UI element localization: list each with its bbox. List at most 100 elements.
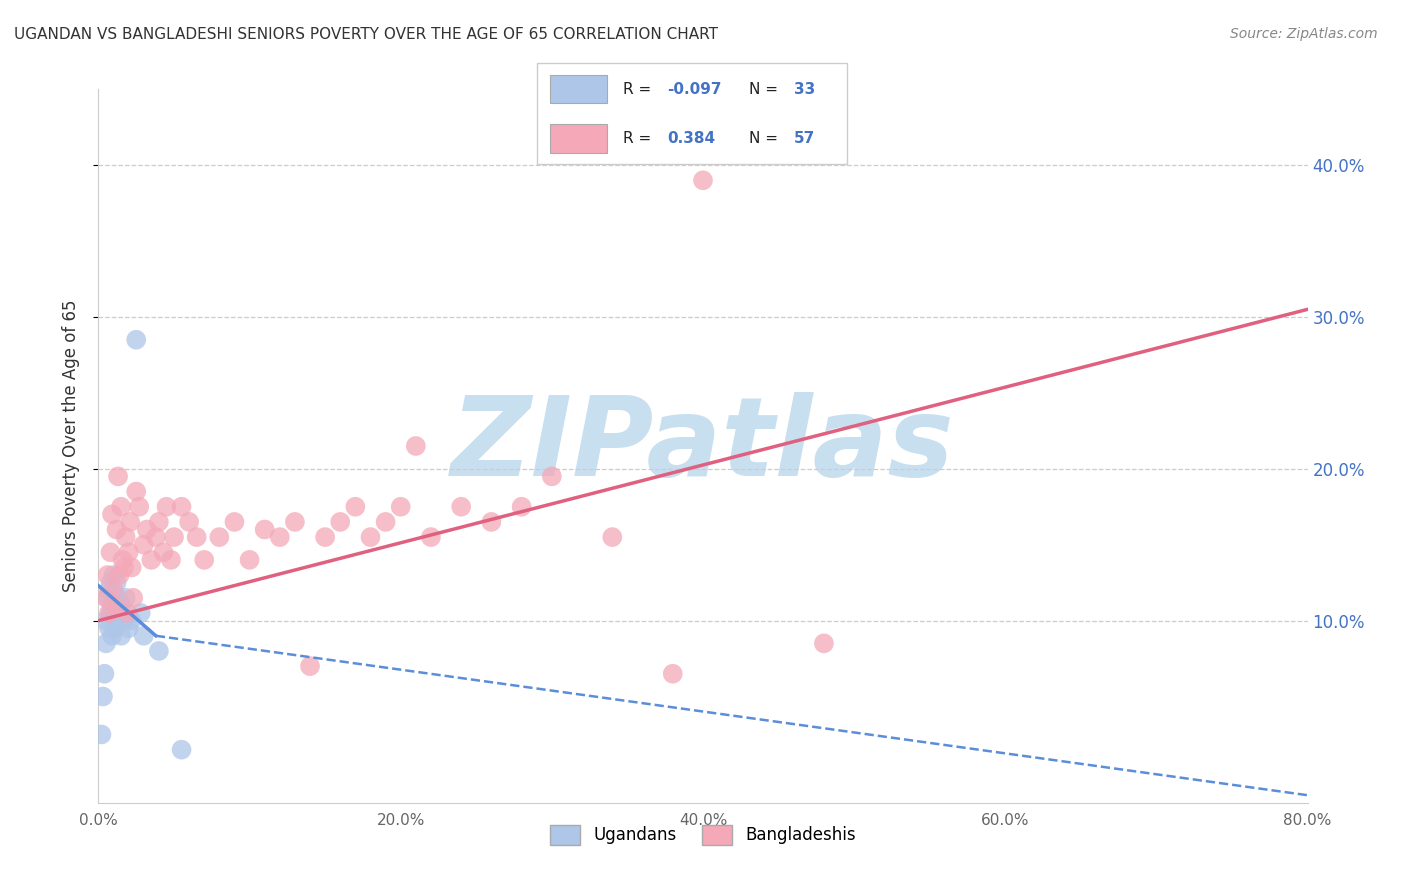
Point (98, 621, 121, 635)
Point (481, 515, 503, 529)
Text: 33: 33 (793, 81, 815, 96)
Point (104, 621, 127, 635)
Text: 57: 57 (793, 131, 815, 146)
Point (93, 666, 115, 681)
Point (96, 568, 118, 582)
Point (96, 591, 118, 605)
Point (813, 636, 835, 650)
Point (120, 515, 142, 529)
Point (105, 575, 128, 590)
Point (692, 173, 714, 187)
Point (110, 599, 132, 613)
Point (299, 659, 322, 673)
Point (90, 727, 112, 741)
Point (111, 606, 134, 620)
Point (94, 614, 117, 628)
Text: N =: N = (749, 131, 783, 146)
Point (269, 530, 291, 544)
Point (170, 742, 193, 756)
Point (329, 515, 352, 529)
Text: R =: R = (623, 131, 657, 146)
Point (101, 599, 124, 613)
Point (208, 530, 231, 544)
Text: R =: R = (623, 81, 657, 96)
Point (344, 500, 367, 514)
Point (155, 500, 177, 514)
Point (510, 500, 533, 514)
Point (94, 591, 117, 605)
Point (108, 606, 131, 620)
Point (111, 553, 134, 567)
Point (405, 439, 427, 453)
Text: UGANDAN VS BANGLADESHI SENIORS POVERTY OVER THE AGE OF 65 CORRELATION CHART: UGANDAN VS BANGLADESHI SENIORS POVERTY O… (14, 27, 718, 42)
Point (450, 500, 472, 514)
Text: -0.097: -0.097 (666, 81, 721, 96)
Text: N =: N = (749, 81, 783, 96)
Point (661, 666, 683, 681)
Text: 0.384: 0.384 (666, 131, 716, 146)
Point (145, 530, 167, 544)
Point (100, 606, 122, 620)
Point (125, 333, 148, 347)
Point (122, 591, 145, 605)
Point (100, 545, 122, 559)
Legend: Ugandans, Bangladeshis: Ugandans, Bangladeshis (544, 818, 862, 852)
Point (148, 644, 170, 658)
Point (121, 614, 143, 628)
Text: Source: ZipAtlas.com: Source: ZipAtlas.com (1230, 27, 1378, 41)
Point (118, 545, 141, 559)
Point (170, 500, 193, 514)
Point (314, 530, 336, 544)
Point (110, 629, 132, 643)
Point (114, 591, 136, 605)
Point (152, 545, 174, 559)
Point (129, 606, 152, 620)
Point (103, 606, 125, 620)
Point (107, 469, 129, 483)
Point (239, 553, 262, 567)
FancyBboxPatch shape (550, 124, 607, 153)
Point (103, 568, 125, 582)
Point (110, 500, 132, 514)
Point (360, 530, 382, 544)
Point (284, 515, 307, 529)
Point (98, 583, 121, 598)
Point (115, 606, 138, 620)
Point (125, 484, 148, 499)
Point (91, 690, 114, 704)
Point (101, 629, 124, 643)
Point (105, 599, 128, 613)
Point (540, 469, 562, 483)
Point (118, 621, 141, 635)
Point (132, 629, 155, 643)
Point (224, 515, 246, 529)
Point (602, 530, 624, 544)
Point (121, 560, 143, 574)
Point (141, 553, 163, 567)
Y-axis label: Seniors Poverty Over the Age of 65: Seniors Poverty Over the Age of 65 (62, 300, 80, 592)
Point (163, 530, 186, 544)
Point (132, 538, 155, 552)
Point (148, 515, 170, 529)
Point (112, 560, 135, 574)
Point (160, 553, 183, 567)
Point (100, 575, 122, 590)
Point (104, 599, 127, 613)
Point (253, 523, 276, 537)
Point (128, 500, 150, 514)
Point (179, 515, 201, 529)
Point (107, 614, 129, 628)
Point (103, 583, 125, 598)
Point (114, 530, 136, 544)
Point (135, 523, 157, 537)
Point (94, 636, 117, 650)
FancyBboxPatch shape (550, 75, 607, 103)
FancyBboxPatch shape (537, 63, 848, 164)
Point (101, 508, 124, 522)
Point (193, 553, 215, 567)
Text: ZIPatlas: ZIPatlas (451, 392, 955, 500)
Point (98, 606, 121, 620)
Point (420, 530, 443, 544)
Point (108, 568, 131, 582)
Point (107, 591, 129, 605)
